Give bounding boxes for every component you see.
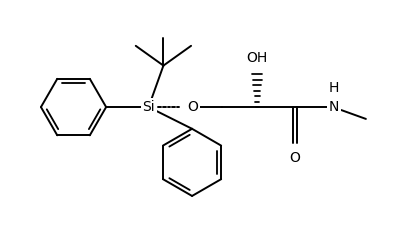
Text: H: H bbox=[329, 81, 340, 95]
Text: N: N bbox=[329, 100, 340, 114]
Text: OH: OH bbox=[247, 51, 268, 65]
Text: O: O bbox=[289, 151, 300, 164]
Text: Si: Si bbox=[142, 100, 155, 114]
Text: O: O bbox=[188, 100, 199, 114]
